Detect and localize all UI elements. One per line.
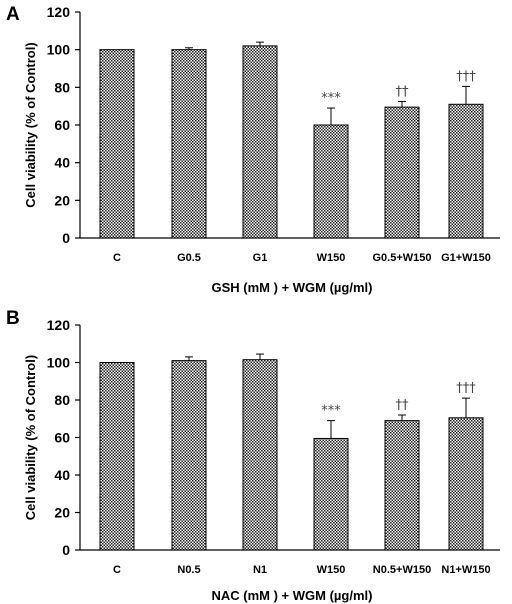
y-tick-label: 80 [54, 79, 70, 95]
x-axis-label: NAC (mM ) + WGM (µg/ml) [212, 588, 373, 603]
x-tick-label: G0.5+W150 [372, 252, 431, 264]
bar [171, 360, 207, 551]
y-tick-label: 20 [54, 192, 70, 208]
y-tick-label: 20 [54, 505, 70, 521]
x-tick-label: G0.5 [177, 252, 201, 264]
y-tick-label: 40 [54, 155, 70, 171]
panel-b: B 0 20 40 60 80 100 120 C N0.5 N1 *** W150 †† N0.5+W15… [6, 308, 500, 603]
y-tick-label: 80 [54, 392, 70, 408]
y-tick-label: 0 [62, 230, 70, 246]
y-tick-label: 120 [47, 4, 71, 20]
significance-label: †† [396, 398, 410, 413]
x-tick-label: C [113, 564, 121, 576]
significance-label: *** [321, 404, 341, 419]
y-tick-label: 60 [54, 117, 70, 133]
bar [448, 103, 484, 239]
bar [99, 362, 135, 551]
significance-label: †† [396, 84, 410, 99]
y-tick-label: 120 [47, 317, 71, 333]
x-tick-label: N1+W150 [441, 564, 490, 576]
y-tick-label: 0 [62, 542, 70, 558]
y-tick-label: 60 [54, 430, 70, 446]
bar [313, 437, 349, 551]
bar [313, 124, 349, 239]
y-axis-label: Cell viability (% of Control) [23, 355, 38, 520]
panel-letter-b: B [6, 308, 20, 329]
bar [384, 106, 420, 239]
bar [384, 420, 420, 551]
panel-letter-a: A [6, 4, 20, 25]
bar [242, 359, 278, 551]
x-tick-label: N1 [253, 564, 267, 576]
x-tick-label: W150 [317, 564, 346, 576]
x-tick-label: G1 [253, 252, 268, 264]
bar [448, 417, 484, 551]
y-tick-label: 100 [47, 42, 71, 58]
bar [99, 49, 135, 239]
x-tick-label: C [113, 252, 121, 264]
y-axis-label: Cell viability (% of Control) [23, 42, 38, 207]
x-tick-label: W150 [317, 252, 346, 264]
x-tick-label: G1+W150 [441, 252, 491, 264]
significance-label: *** [321, 91, 341, 106]
bar [242, 45, 278, 239]
x-tick-label: N0.5+W150 [373, 564, 431, 576]
significance-label: ††† [456, 69, 476, 84]
bar [171, 49, 207, 239]
significance-label: ††† [456, 381, 476, 396]
y-tick-label: 100 [47, 355, 71, 371]
x-tick-label: N0.5 [177, 564, 200, 576]
x-axis-label: GSH (mM ) + WGM (µg/ml) [212, 280, 373, 295]
y-tick-label: 40 [54, 467, 70, 483]
panel-a: A 0 20 40 60 80 100 120 C G0.5 G1 *** W150 †† G0.5+W15… [6, 4, 500, 295]
